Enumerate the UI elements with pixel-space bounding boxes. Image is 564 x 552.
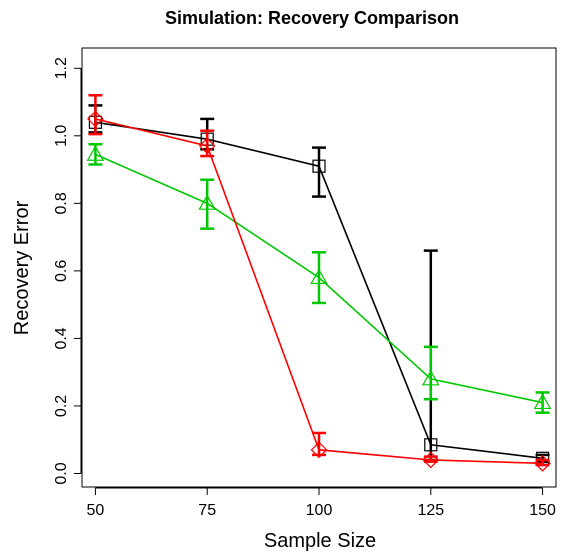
- y-tick-label: 0.8: [53, 192, 70, 214]
- data-point: [534, 455, 551, 472]
- chart-title: Simulation: Recovery Comparison: [165, 8, 459, 28]
- data-point: [312, 159, 326, 173]
- x-tick-label: 125: [417, 502, 444, 519]
- x-axis: 50 75 100 125 150: [87, 487, 556, 519]
- y-tick-label: 0.6: [53, 260, 70, 282]
- series-3: [87, 94, 551, 472]
- data-point: [533, 393, 552, 410]
- y-tick-label: 1.2: [53, 57, 70, 79]
- x-axis-label: Sample Size: [264, 530, 376, 552]
- x-tick-label: 50: [87, 502, 105, 519]
- y-axis: 0.0 0.2 0.4 0.6 0.8 1.0 1.2: [53, 57, 82, 485]
- plot-frame: [81, 47, 557, 488]
- data-point: [421, 369, 440, 386]
- y-tick-label: 0.4: [53, 327, 70, 349]
- data-point: [310, 441, 328, 459]
- data-point: [198, 194, 217, 210]
- x-tick-label: 150: [529, 502, 556, 519]
- y-tick-label: 1.0: [53, 125, 70, 147]
- data-point: [310, 268, 328, 285]
- data-point: [422, 451, 440, 469]
- x-tick-label: 75: [198, 502, 216, 519]
- data-point: [198, 137, 216, 155]
- y-tick-label: 0.2: [53, 395, 70, 417]
- data-point: [424, 438, 438, 452]
- data-point: [87, 110, 104, 128]
- series-layer: [86, 94, 552, 472]
- data-point: [86, 145, 105, 161]
- y-axis-label: Recovery Error: [11, 200, 33, 335]
- series-2: [86, 142, 552, 414]
- x-tick-label: 100: [306, 502, 333, 519]
- y-tick-label: 0.0: [53, 462, 70, 484]
